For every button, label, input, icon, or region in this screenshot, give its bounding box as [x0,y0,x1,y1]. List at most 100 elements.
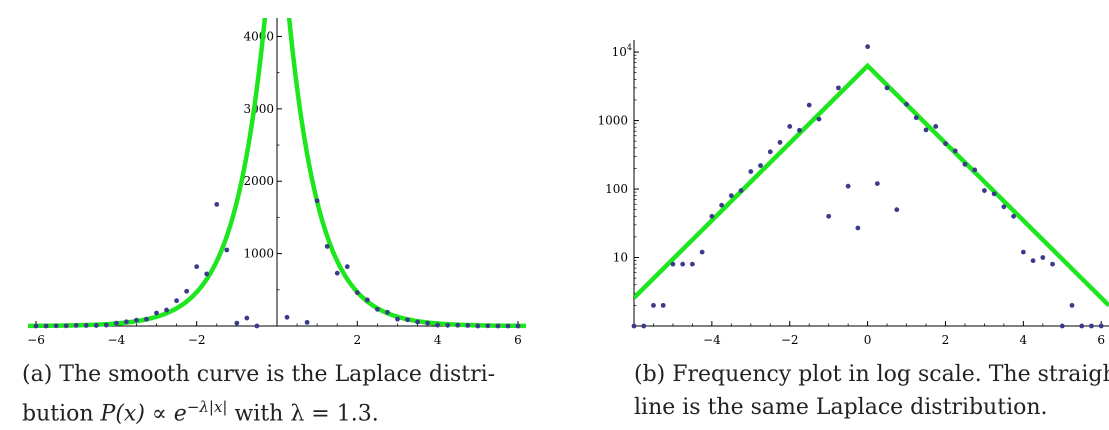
chart-b-y-tick-label: 104 [612,43,632,59]
chart-a-x-tick-label: 2 [354,333,362,347]
chart-a-point [144,316,149,322]
chart-b-point [923,127,929,133]
chart-a-point [385,309,390,315]
chart-b-point [952,148,958,154]
chart-a-point [465,323,471,328]
chart-a-point [83,323,89,328]
chart-a-point [495,323,501,329]
chart-b-x-tick-label: 0 [864,333,872,347]
chart-b-point [1089,323,1094,329]
chart-a-point [123,319,129,325]
caption-a: (a) The smooth curve is the Laplace dist… [22,358,542,430]
chart-a-point [505,323,511,329]
chart-a-point [515,323,521,329]
chart-b-laplace-line [634,62,1109,308]
chart-a-point [194,264,200,270]
chart-b-point [1069,302,1075,308]
chart-b-frequency-log: −4 −2 0 2 4 6 10 100 1000 104 [597,40,1109,347]
chart-b-point [933,124,939,129]
caption-a-line2-post: with λ = 1.3. [227,401,379,427]
chart-a-point [204,271,210,277]
caption-b: (b) Frequency plot in log scale. The str… [634,358,1109,424]
chart-b-point [660,302,666,308]
chart-b-point [748,169,754,174]
chart-b-point [884,85,890,91]
chart-a-point [154,310,159,316]
chart-b-point [767,149,773,155]
chart-a-laplace-curve-left [26,18,268,329]
chart-b-point [855,225,861,231]
chart-b-x-tick-label: 4 [1020,333,1028,347]
chart-b-point [836,85,841,91]
chart-a-point [314,198,320,204]
chart-b-point [1079,323,1085,329]
chart-a-y-tick-label: 1000 [243,247,274,261]
chart-b-point [777,139,783,145]
chart-a-y-tick-label: 4000 [243,29,274,43]
chart-a-x-tick-label: 4 [434,333,442,347]
chart-b-point [670,261,676,267]
chart-a-point [405,317,410,323]
chart-a-x-tick-label: −2 [188,333,206,347]
chart-a-point [234,320,240,326]
chart-b-point [680,261,686,267]
chart-a-point [63,323,69,329]
chart-a-point [43,323,49,329]
caption-a-line1: (a) The smooth curve is the Laplace dist… [22,362,496,387]
chart-b-point [982,188,987,193]
chart-b-point [1030,258,1036,264]
chart-a-x-tick-label: −4 [108,333,126,347]
chart-b-y-tick-label: 100 [605,182,628,196]
chart-a-point [304,319,310,325]
chart-a-point [224,247,230,253]
chart-b-point [865,44,871,50]
chart-a-point [244,315,250,321]
chart-a-laplace-curve-right [286,18,528,329]
chart-b-point [651,302,656,308]
chart-a-x-tick-label: −6 [27,333,45,347]
chart-a-point [425,320,431,326]
chart-b-point [758,163,763,168]
chart-a-point [435,322,441,328]
chart-b-point [690,261,695,267]
chart-a-point [93,323,99,328]
chart-b-point [962,161,968,167]
chart-b-point [913,115,919,121]
caption-b-line1: (b) Frequency plot in log scale. The str… [634,362,1109,387]
chart-b-point [641,323,647,329]
chart-a-y-tick-label: 3000 [243,102,274,116]
chart-b-point [1050,261,1055,267]
chart-b-y-tick-label: 1000 [597,114,628,128]
chart-b-y-tick-label: 10 [613,251,628,265]
chart-b-point [787,124,793,129]
chart-b-point [728,193,734,199]
chart-b-point [631,323,637,329]
chart-b-point [699,249,705,255]
chart-b-point [943,141,948,147]
chart-a-point [174,298,179,304]
chart-a-point [284,314,290,320]
chart-b-point [719,202,725,208]
chart-a-point [33,323,39,329]
chart-b-x-tick-label: 6 [1097,333,1105,347]
chart-a-point [324,243,330,249]
chart-a-point [184,288,190,294]
chart-b-point [874,181,880,187]
chart-a-x-tick-label: 6 [514,333,522,347]
chart-a-point [134,317,139,323]
chart-a-point [475,323,481,329]
caption-a-line2: bution P(x) ∝ e−λ|x| with λ = 1.3. [22,391,542,430]
chart-a-point [415,319,420,325]
chart-a-point [455,322,461,328]
chart-b-x-tick-label: 2 [942,333,950,347]
caption-a-exponent: −λ|x| [186,398,228,416]
chart-b-curve-group [634,62,1109,308]
caption-a-line2-pre: bution [22,401,101,427]
chart-b-x-tick-label: −4 [703,333,721,347]
chart-b-point [1020,249,1026,255]
chart-a-point [334,270,340,276]
chart-b-point [816,116,822,122]
chart-b-point [904,101,909,107]
chart-b-point [972,167,978,173]
